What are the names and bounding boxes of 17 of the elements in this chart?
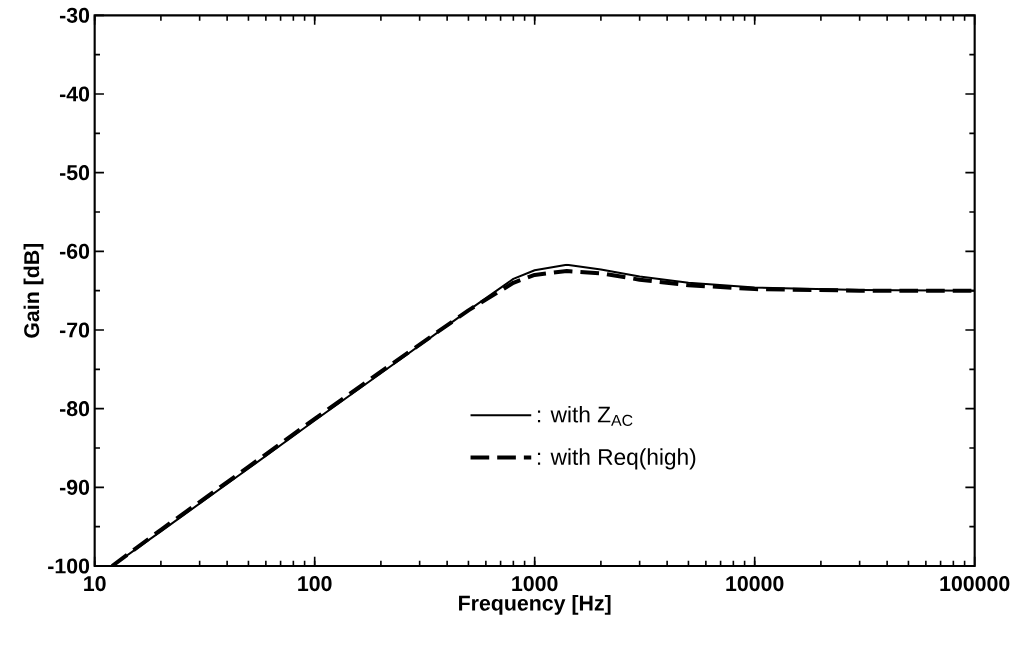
- y-tick-label: -90: [59, 479, 90, 495]
- x-tick-label: 10000: [726, 576, 784, 592]
- y-axis-title: Gain [dB]: [23, 243, 44, 338]
- y-tick-label: -80: [59, 401, 90, 417]
- y-tick-label: -60: [59, 243, 90, 259]
- x-tick-label: 1000: [512, 576, 558, 592]
- y-tick-label: -50: [59, 165, 90, 181]
- y-tick-label: -100: [48, 558, 90, 574]
- legend-label: : with Z$_{AC}$: [537, 405, 633, 426]
- y-tick-label: -70: [59, 322, 90, 338]
- y-tick-label: -40: [59, 86, 90, 102]
- x-tick-label: 10: [84, 576, 106, 592]
- x-tick-label: 100: [298, 576, 332, 592]
- legend-label: : with Req(high): [537, 448, 696, 470]
- x-axis-title: Frequency [Hz]: [459, 594, 611, 615]
- y-tick-label: -30: [59, 7, 90, 23]
- x-tick-label: 100000: [940, 576, 1010, 592]
